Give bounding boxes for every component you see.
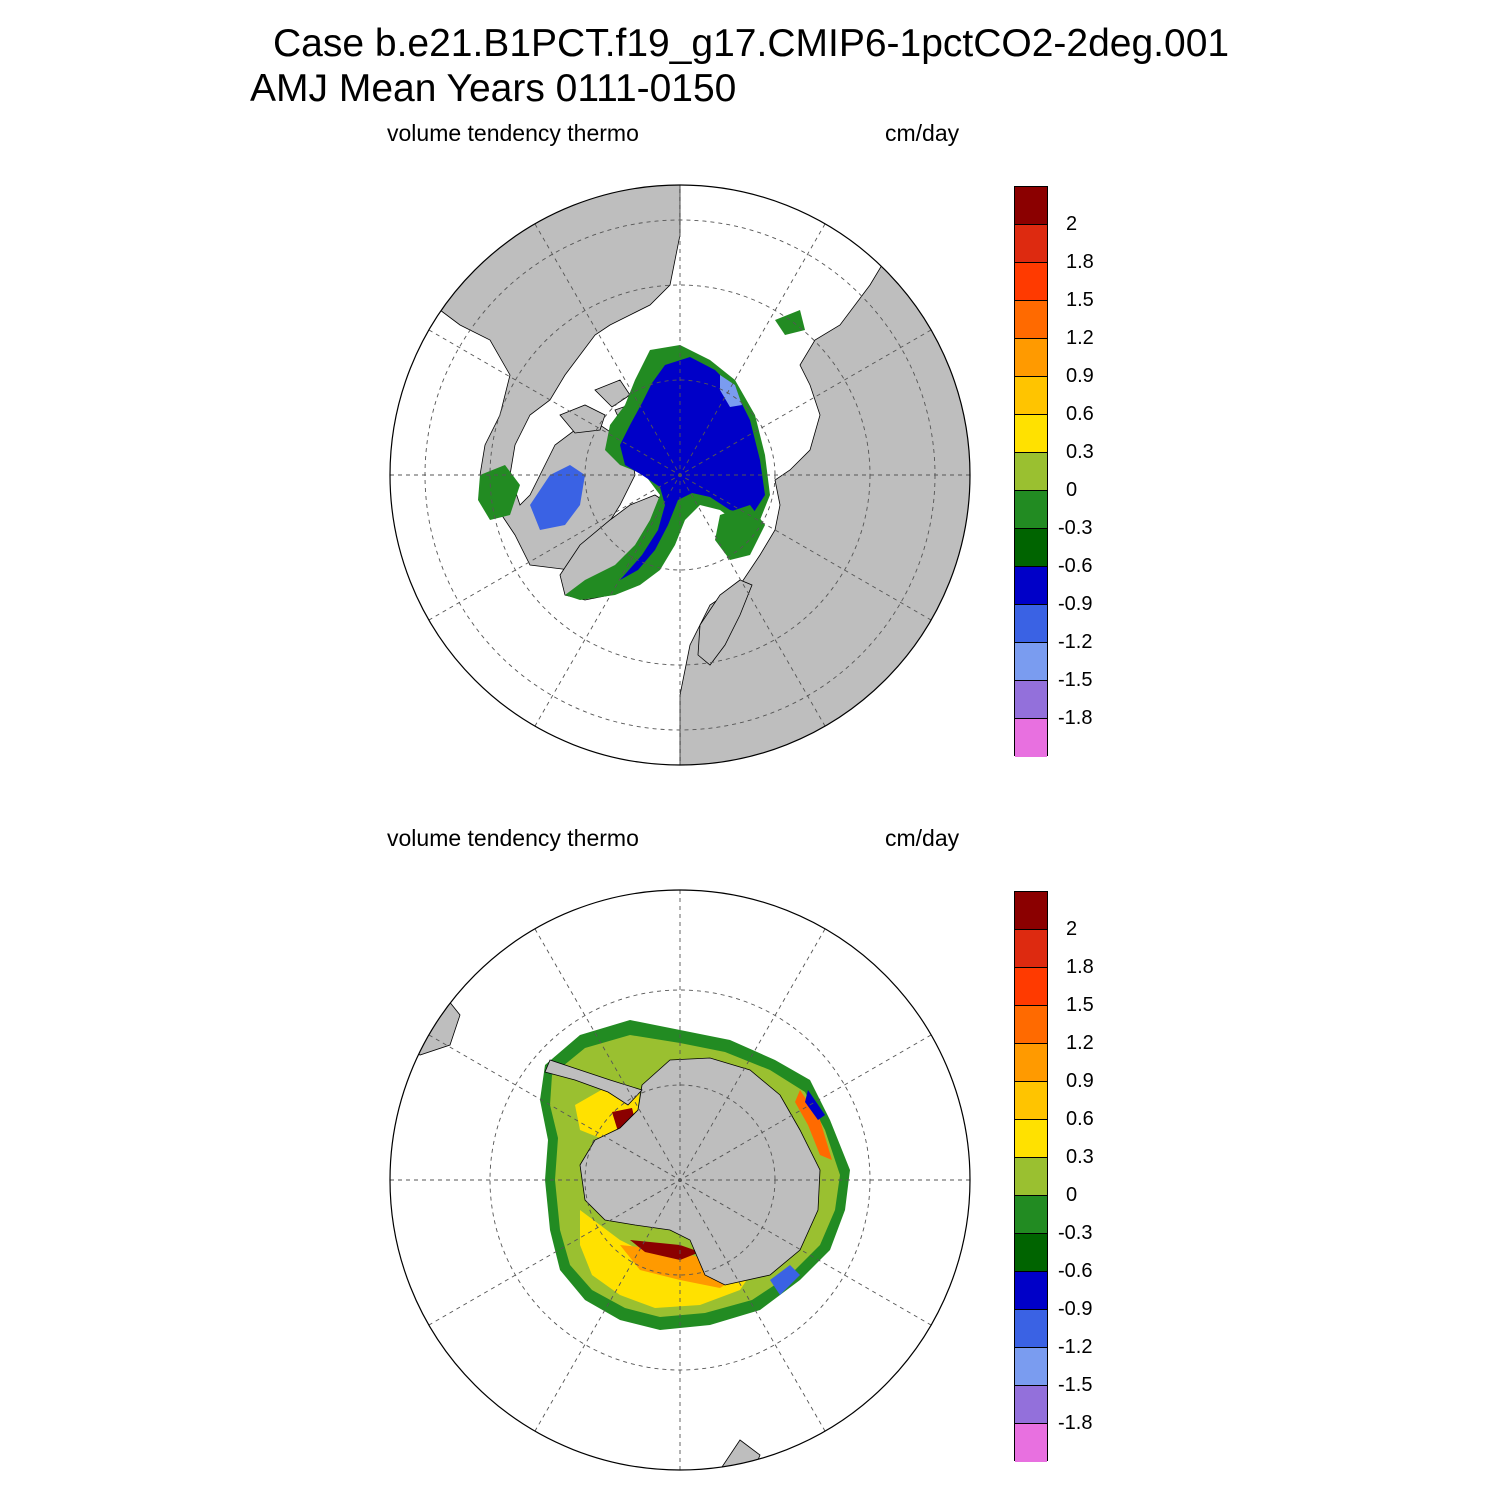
south-polar-map [389, 889, 971, 1471]
colorbar-swatch [1015, 1348, 1047, 1386]
colorbar-swatch [1015, 187, 1047, 225]
colorbar-swatch [1015, 968, 1047, 1006]
colorbar-swatch [1015, 892, 1047, 930]
colorbar-swatch [1015, 1006, 1047, 1044]
colorbar-tick-label: 0.6 [1066, 403, 1094, 425]
colorbar-swatch [1015, 643, 1047, 681]
colorbar-swatch [1015, 453, 1047, 491]
colorbar-tick-label: 0 [1066, 479, 1078, 501]
colorbar-swatch [1015, 339, 1047, 377]
colorbar-swatch [1015, 1196, 1047, 1234]
south-panel-variable-label: volume tendency thermo [387, 825, 639, 851]
colorbar-swatch [1015, 930, 1047, 968]
colorbar-tick-label: 1.5 [1066, 994, 1094, 1016]
colorbar-swatch [1015, 1234, 1047, 1272]
north-polar-map [389, 184, 971, 766]
colorbar-tick-label: 1.2 [1066, 327, 1094, 349]
arctic-ice-field [478, 310, 805, 600]
colorbar-swatch [1015, 1044, 1047, 1082]
colorbar-swatch [1015, 415, 1047, 453]
north-colorbar-boxes [1014, 186, 1048, 757]
colorbar-tick-label: 2 [1066, 918, 1078, 940]
colorbar-tick-label: -0.3 [1058, 517, 1093, 539]
colorbar-tick-label: 1.2 [1066, 1032, 1094, 1054]
colorbar-swatch [1015, 377, 1047, 415]
colorbar-swatch [1015, 1272, 1047, 1310]
colorbar-tick-label: 0.9 [1066, 1070, 1094, 1092]
south-panel-units-label: cm/day [885, 825, 960, 851]
colorbar-swatch [1015, 263, 1047, 301]
colorbar-tick-label: -1.2 [1058, 1336, 1093, 1358]
colorbar-tick-label: -1.8 [1058, 1412, 1093, 1434]
colorbar-tick-label: 0.6 [1066, 1108, 1094, 1130]
colorbar-tick-label: 0.9 [1066, 365, 1094, 387]
colorbar-tick-label: -0.3 [1058, 1222, 1093, 1244]
colorbar-tick-label: 0.3 [1066, 441, 1094, 463]
colorbar-swatch [1015, 1120, 1047, 1158]
colorbar-tick-label: -0.9 [1058, 1298, 1093, 1320]
south-colorbar-boxes [1014, 891, 1048, 1462]
colorbar-swatch [1015, 1386, 1047, 1424]
colorbar-tick-label: 2 [1066, 213, 1078, 235]
colorbar-swatch [1015, 1158, 1047, 1196]
colorbar-swatch [1015, 1424, 1047, 1462]
graticule [390, 890, 970, 1470]
colorbar-tick-label: -0.6 [1058, 555, 1093, 577]
colorbar-swatch [1015, 491, 1047, 529]
colorbar-swatch [1015, 301, 1047, 339]
colorbar-swatch [1015, 567, 1047, 605]
colorbar-tick-label: 1.5 [1066, 289, 1094, 311]
colorbar-tick-label: 1.8 [1066, 956, 1094, 978]
colorbar-swatch [1015, 1082, 1047, 1120]
map-border [389, 889, 971, 1471]
south-colorbar: 2 1.8 1.5 1.2 0.9 0.6 0.3 0 -0.3 -0.6 -0.9 -1.2 -1.5… [1010, 891, 1130, 1471]
colorbar-tick-label: -0.6 [1058, 1260, 1093, 1282]
colorbar-swatch [1015, 1310, 1047, 1348]
colorbar-tick-label: 1.8 [1066, 251, 1094, 273]
colorbar-tick-label: 0.3 [1066, 1146, 1094, 1168]
colorbar-swatch [1015, 225, 1047, 263]
colorbar-swatch [1015, 605, 1047, 643]
colorbar-tick-label: 0 [1066, 1184, 1078, 1206]
colorbar-tick-label: -1.5 [1058, 1374, 1093, 1396]
colorbar-tick-label: -1.2 [1058, 631, 1093, 653]
figure-title-line2: AMJ Mean Years 0111-0150 [250, 67, 737, 110]
map-border [389, 184, 971, 766]
north-colorbar: 2 1.8 1.5 1.2 0.9 0.6 0.3 0 -0.3 -0.6 -0.9 -1.2 -1.5… [1010, 186, 1130, 766]
colorbar-swatch [1015, 529, 1047, 567]
north-panel-variable-label: volume tendency thermo [387, 120, 639, 146]
graticule [390, 185, 970, 765]
colorbar-tick-label: -1.5 [1058, 669, 1093, 691]
colorbar-tick-label: -1.8 [1058, 707, 1093, 729]
colorbar-swatch [1015, 719, 1047, 757]
figure-title-line1: Case b.e21.B1PCT.f19_g17.CMIP6-1pctCO2-2… [273, 22, 1230, 65]
colorbar-tick-label: -0.9 [1058, 593, 1093, 615]
colorbar-swatch [1015, 681, 1047, 719]
north-panel-units-label: cm/day [885, 120, 960, 146]
